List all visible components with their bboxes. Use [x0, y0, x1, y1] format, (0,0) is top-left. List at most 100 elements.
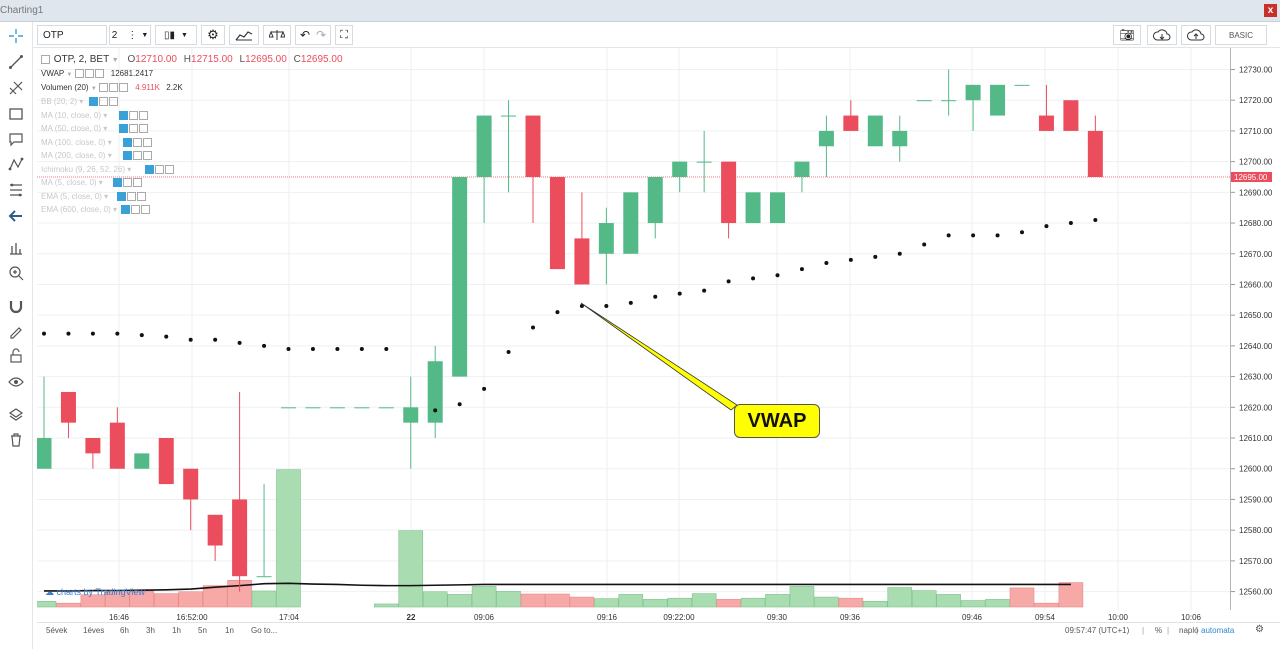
- indicator-legend-row[interactable]: MA (200, close, 0) ▾: [41, 150, 153, 162]
- close-icon[interactable]: x: [1264, 4, 1277, 17]
- indicator-legend-row[interactable]: EMA (600, close, 0) ▾: [41, 204, 151, 216]
- indicator-legend-row[interactable]: MA (50, close, 0) ▾: [41, 123, 149, 135]
- settings-icon[interactable]: [131, 205, 140, 215]
- time-tick-label: 09:46: [962, 613, 983, 622]
- crosshair-icon[interactable]: [5, 25, 27, 47]
- eye-icon[interactable]: [5, 371, 27, 393]
- settings-icon[interactable]: [109, 83, 119, 93]
- indicators-button[interactable]: [229, 25, 259, 45]
- lock-drawing-icon[interactable]: [5, 320, 27, 342]
- auto-toggle[interactable]: automata: [1201, 626, 1235, 635]
- eye-icon[interactable]: [119, 110, 128, 120]
- undo-icon[interactable]: ↶: [299, 28, 310, 42]
- close-icon[interactable]: [119, 83, 129, 93]
- symbol-input[interactable]: OTP: [37, 25, 107, 45]
- zoom-in-icon[interactable]: [5, 262, 27, 284]
- close-icon[interactable]: [143, 151, 152, 161]
- save-button[interactable]: [1181, 25, 1211, 45]
- chevron-down-icon[interactable]: ▼: [111, 57, 119, 64]
- vwap-name: VWAP: [41, 69, 65, 78]
- compare-button[interactable]: [263, 25, 291, 45]
- settings-icon[interactable]: [99, 97, 108, 107]
- indicator-legend-row[interactable]: MA (10, close, 0) ▾: [41, 110, 149, 122]
- close-icon[interactable]: [165, 164, 174, 174]
- percent-toggle[interactable]: %: [1155, 626, 1163, 635]
- indicator-legend-row[interactable]: MA (5, close, 0) ▾: [41, 177, 143, 189]
- range-button[interactable]: 1éves: [83, 626, 105, 635]
- interval-select[interactable]: 2 ⋮ ▼: [109, 25, 151, 45]
- time-axis[interactable]: 16:46 16:52:00 17:04 22 09:06 09:16 09:22:00 09…: [37, 610, 1230, 622]
- range-button[interactable]: 5évek: [46, 626, 68, 635]
- back-arrow-icon[interactable]: [5, 205, 27, 227]
- indicator-name: EMA (5, close, 0) ▾: [41, 191, 109, 201]
- snapshot-button[interactable]: 📷︎: [1113, 25, 1141, 45]
- rectangle-icon[interactable]: [5, 103, 27, 125]
- vwap-point: [335, 346, 340, 351]
- settings-icon[interactable]: [129, 110, 138, 120]
- range-button[interactable]: Go to...: [251, 626, 278, 635]
- indicator-legend-row[interactable]: Ichimoku (9, 26, 52, 26) ▾: [41, 164, 175, 176]
- layers-icon[interactable]: [5, 404, 27, 426]
- indicator-legend-row[interactable]: BB (20, 2) ▾: [41, 96, 119, 108]
- collapse-icon[interactable]: [41, 54, 50, 64]
- eye-icon[interactable]: [89, 97, 98, 107]
- log-toggle[interactable]: napló: [1179, 626, 1199, 635]
- volume-bar: [178, 591, 203, 608]
- volume-legend[interactable]: Volumen (20) ▼ 4.911K 2.2K: [41, 83, 183, 93]
- measure-icon[interactable]: [5, 237, 27, 259]
- close-icon[interactable]: [139, 110, 148, 120]
- indicator-legend-row[interactable]: EMA (5, close, 0) ▾: [41, 191, 147, 203]
- tradingview-watermark[interactable]: ☁ charts by TradingView: [45, 587, 145, 598]
- settings-icon[interactable]: [133, 151, 142, 161]
- volume-bar: [153, 593, 179, 608]
- price-scale[interactable]: 12730.00 12720.00 12710.00 12700.00 12690.00…: [1230, 48, 1272, 610]
- pattern-icon[interactable]: [5, 153, 27, 175]
- eye-icon[interactable]: [119, 124, 128, 134]
- close-icon[interactable]: [133, 178, 142, 188]
- trash-icon[interactable]: [5, 429, 27, 451]
- eye-icon[interactable]: [74, 69, 84, 79]
- drawing-toolbar: [0, 22, 33, 649]
- close-icon[interactable]: [94, 69, 104, 79]
- close-icon[interactable]: [109, 97, 118, 107]
- settings-icon[interactable]: [84, 69, 94, 79]
- eye-icon[interactable]: [117, 191, 126, 201]
- window-titlebar: Charting1 x: [0, 0, 1280, 22]
- range-button[interactable]: 1n: [225, 626, 234, 635]
- redo-icon[interactable]: ↷: [316, 28, 327, 42]
- settings-icon[interactable]: [133, 137, 142, 147]
- close-icon[interactable]: [141, 205, 150, 215]
- settings-icon[interactable]: [123, 178, 132, 188]
- settings-icon[interactable]: [127, 191, 136, 201]
- settings-button[interactable]: ⚙: [201, 25, 225, 45]
- range-button[interactable]: 6h: [120, 626, 129, 635]
- comment-icon[interactable]: [5, 128, 27, 150]
- load-button[interactable]: [1147, 25, 1177, 45]
- settings-icon[interactable]: [155, 164, 164, 174]
- settings-icon[interactable]: [129, 124, 138, 134]
- range-button[interactable]: 5n: [198, 626, 207, 635]
- unlock-icon[interactable]: [5, 345, 27, 367]
- range-button[interactable]: 1h: [172, 626, 181, 635]
- close-icon[interactable]: [139, 124, 148, 134]
- time-tick-label: 17:04: [279, 613, 300, 622]
- eye-icon[interactable]: [145, 164, 154, 174]
- eye-icon[interactable]: [121, 205, 130, 215]
- range-button[interactable]: 3h: [146, 626, 155, 635]
- eye-icon[interactable]: [123, 151, 132, 161]
- eye-icon[interactable]: [99, 83, 109, 93]
- fib-icon[interactable]: [5, 179, 27, 201]
- vwap-legend[interactable]: VWAP ▼ 12681.2417: [41, 69, 154, 79]
- eye-icon[interactable]: [123, 137, 132, 147]
- eye-icon[interactable]: [113, 178, 122, 188]
- price-chart[interactable]: [37, 48, 1230, 610]
- close-icon[interactable]: [143, 137, 152, 147]
- fullscreen-button[interactable]: ⛶: [335, 25, 353, 45]
- indicator-legend-row[interactable]: MA (100, close, 0) ▾: [41, 137, 153, 149]
- magnet-icon[interactable]: [5, 295, 27, 317]
- chart-type-select[interactable]: ▯▮ ▼: [155, 25, 197, 45]
- pitchfork-icon[interactable]: [5, 77, 27, 99]
- close-icon[interactable]: [137, 191, 146, 201]
- trendline-icon[interactable]: [5, 51, 27, 73]
- gear-icon[interactable]: ⚙: [1255, 624, 1264, 635]
